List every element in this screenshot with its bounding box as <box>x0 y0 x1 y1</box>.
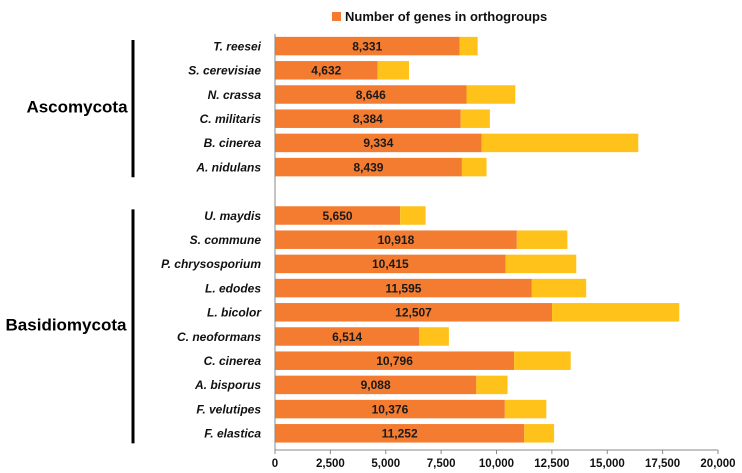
legend-label: Number of genes in orthogroups <box>345 9 547 24</box>
bar-remainder <box>516 230 568 249</box>
bar-row: 10,415 P. chrysosporium <box>161 254 577 274</box>
group-label: Basidiomycota <box>6 315 127 334</box>
bar-row: 8,646 N. crassa <box>208 85 516 104</box>
bar-value-label: 8,384 <box>353 112 383 126</box>
bar-value-label: 9,334 <box>363 136 393 150</box>
bar-value-label: 9,088 <box>361 378 391 392</box>
bar-row: 10,376 F. velutipes <box>196 399 547 419</box>
bar-orthogroups <box>275 351 515 370</box>
bar-value-label: 6,514 <box>332 330 362 344</box>
bar-orthogroups <box>275 303 553 322</box>
bar-orthogroups <box>275 278 532 298</box>
bar-value-label: 8,646 <box>356 88 386 102</box>
species-label: F. elastica <box>204 427 261 441</box>
bar-orthogroups <box>275 424 525 443</box>
bar-remainder <box>504 399 547 419</box>
species-label: P. chrysosporium <box>161 257 261 271</box>
bar-orthogroups <box>275 85 467 104</box>
bar-row: 12,507 L. bicolor <box>207 303 680 322</box>
species-label: T. reesei <box>213 39 261 53</box>
bar-row: 11,252 F. elastica <box>204 424 555 443</box>
legend: Number of genes in orthogroups <box>332 9 547 24</box>
x-axis: 0 2,500 5,000 7,500 10,000 12,500 15,000 17,500… <box>272 34 736 470</box>
bar-row: 10,796 C. cinerea <box>204 351 571 370</box>
bar-orthogroups <box>275 109 461 128</box>
bar-remainder <box>552 303 680 322</box>
bar-row: 9,334 B. cinerea <box>204 133 639 153</box>
x-tick-label: 12,500 <box>534 458 569 470</box>
species-label: S. commune <box>190 233 262 247</box>
species-label: C. militaris <box>200 112 262 126</box>
group-annotations: Ascomycota Basidiomycota <box>6 40 135 444</box>
bar-value-label: 10,796 <box>376 354 413 368</box>
species-label: B. cinerea <box>204 136 262 150</box>
species-label: S. cerevisiae <box>188 64 261 78</box>
bar-value-label: 4,632 <box>311 64 341 78</box>
bar-row: 5,650 U. maydis <box>204 206 426 225</box>
bar-orthogroups <box>275 36 460 56</box>
x-tick-label: 5,000 <box>371 458 400 470</box>
bar-remainder <box>531 278 587 298</box>
bar-row: 9,088 A. bisporus <box>194 375 508 395</box>
bar-remainder <box>419 327 449 346</box>
bar-orthogroups <box>275 133 482 153</box>
bar-row: 6,514 C. neoformans <box>177 327 449 346</box>
bar-orthogroups <box>275 375 477 395</box>
bar-value-label: 8,439 <box>353 160 383 174</box>
x-tick-label: 0 <box>272 458 278 470</box>
bar-orthogroups <box>275 399 505 419</box>
x-tick-label: 10,000 <box>479 458 514 470</box>
bars: 8,331 T. reesei 4,632 S. cerevisiae 8,646 N. … <box>161 36 680 443</box>
bar-value-label: 8,331 <box>352 39 382 53</box>
bar-remainder <box>461 157 487 177</box>
species-label: N. crassa <box>208 88 262 102</box>
bar-value-label: 12,507 <box>395 306 432 320</box>
species-label: U. maydis <box>204 209 261 223</box>
bar-row: 8,384 C. militaris <box>200 109 490 128</box>
bar-remainder <box>514 351 571 370</box>
bar-value-label: 10,918 <box>378 233 415 247</box>
group-label: Ascomycota <box>26 98 128 117</box>
species-label: C. cinerea <box>204 354 262 368</box>
species-label: F. velutipes <box>196 402 261 416</box>
bar-orthogroups <box>275 230 517 249</box>
bar-value-label: 11,595 <box>385 281 421 295</box>
legend-swatch-orthogroups <box>332 12 341 21</box>
bar-value-label: 10,415 <box>372 257 409 271</box>
bar-remainder <box>400 206 426 225</box>
species-label: L. edodes <box>205 281 261 295</box>
bar-remainder <box>476 375 508 395</box>
x-tick-label: 20,000 <box>700 458 735 470</box>
bar-remainder <box>505 254 577 274</box>
bar-orthogroups <box>275 254 506 274</box>
bar-orthogroups <box>275 206 401 225</box>
bar-remainder <box>459 36 478 56</box>
bar-row: 8,439 A. nidulans <box>195 157 487 177</box>
bar-orthogroups <box>275 61 378 80</box>
species-label: L. bicolor <box>207 306 262 320</box>
bar-row: 8,331 T. reesei <box>213 36 478 56</box>
bar-value-label: 5,650 <box>323 209 353 223</box>
x-tick-label: 2,500 <box>316 458 345 470</box>
bar-remainder <box>481 133 639 153</box>
bar-remainder <box>460 109 490 128</box>
x-tick-label: 15,000 <box>590 458 625 470</box>
bar-row: 11,595 L. edodes <box>205 278 587 298</box>
species-label: A. nidulans <box>195 160 261 174</box>
bar-value-label: 10,376 <box>372 402 409 416</box>
bar-remainder <box>524 424 555 443</box>
species-label: A. bisporus <box>194 378 261 392</box>
bar-row: 4,632 S. cerevisiae <box>188 61 410 80</box>
bar-remainder <box>377 61 410 80</box>
bar-orthogroups <box>275 157 462 177</box>
bar-remainder <box>466 85 516 104</box>
x-tick-label: 17,500 <box>645 458 680 470</box>
x-tick-label: 7,500 <box>427 458 456 470</box>
species-label: C. neoformans <box>177 330 261 344</box>
bar-orthogroups <box>275 327 420 346</box>
bar-row: 10,918 S. commune <box>190 230 568 249</box>
bar-value-label: 11,252 <box>382 427 418 441</box>
